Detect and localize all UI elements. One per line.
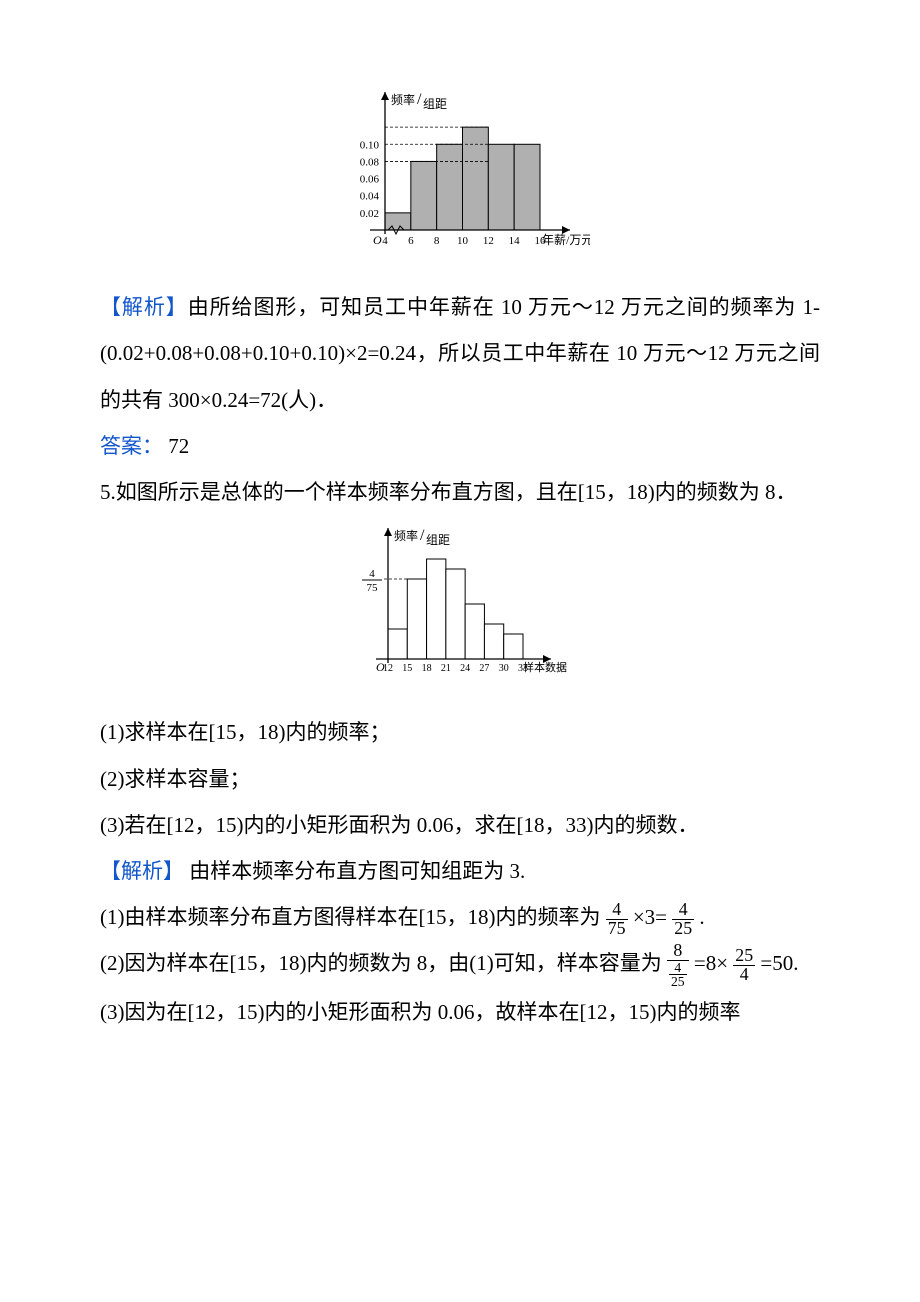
fraction-4-25: 425 bbox=[672, 901, 694, 938]
svg-text:O: O bbox=[373, 233, 382, 247]
svg-text:年薪/万元: 年薪/万元 bbox=[542, 233, 590, 247]
svg-text:6: 6 bbox=[408, 235, 414, 247]
svg-text:18: 18 bbox=[422, 663, 432, 674]
sub-question-1: (1)求样本在[15，18)内的频率； bbox=[100, 709, 820, 755]
svg-text:0.02: 0.02 bbox=[360, 208, 379, 220]
svg-text:14: 14 bbox=[509, 235, 521, 247]
sol2-text-b: =8× bbox=[694, 951, 728, 975]
solution-intro-text: 由样本频率分布直方图可知组距为 3. bbox=[189, 859, 525, 883]
histogram-2: 1215182124273033475O频率/组距样本数据 bbox=[340, 515, 580, 685]
sol2-text-c: =50. bbox=[760, 951, 798, 975]
svg-text:/: / bbox=[417, 91, 422, 108]
fraction-25-4: 254 bbox=[733, 947, 755, 984]
svg-text:21: 21 bbox=[441, 663, 451, 674]
solution-intro: 【解析】 由样本频率分布直方图可知组距为 3. bbox=[100, 848, 820, 894]
svg-text:O: O bbox=[376, 660, 385, 674]
analysis-1: 【解析】由所给图形，可知员工中年薪在 10 万元～12 万元之间的频率为 1-(… bbox=[100, 284, 820, 423]
fraction-4-75: 475 bbox=[606, 901, 628, 938]
svg-text:频率: 频率 bbox=[394, 528, 418, 543]
svg-text:27: 27 bbox=[479, 663, 489, 674]
svg-text:0.08: 0.08 bbox=[360, 156, 380, 168]
svg-text:75: 75 bbox=[367, 582, 379, 594]
solution-part-3: (3)因为在[12，15)内的小矩形面积为 0.06，故样本在[12，15)内的… bbox=[100, 989, 820, 1035]
sub-question-3: (3)若在[12，15)内的小矩形面积为 0.06，求在[18，33)内的频数． bbox=[100, 802, 820, 848]
svg-text:组距: 组距 bbox=[426, 533, 450, 547]
svg-text:4: 4 bbox=[369, 568, 375, 580]
solution-part-2: (2)因为样本在[15，18)内的频数为 8，由(1)可知，样本容量为 8 42… bbox=[100, 940, 820, 989]
answer-line: 答案： 72 bbox=[100, 423, 820, 469]
svg-text:4: 4 bbox=[382, 235, 388, 247]
svg-text:0.04: 0.04 bbox=[360, 191, 380, 203]
svg-text:10: 10 bbox=[457, 235, 469, 247]
solution-part-1: (1)由样本频率分布直方图得样本在[15，18)内的频率为 475 ×3= 42… bbox=[100, 894, 820, 940]
svg-text:0.06: 0.06 bbox=[360, 174, 380, 186]
sub-question-2: (2)求样本容量； bbox=[100, 756, 820, 802]
analysis-text-1: 由所给图形，可知员工中年薪在 10 万元～12 万元之间的频率为 1-(0.02… bbox=[100, 295, 820, 411]
analysis-label-1: 【解析】 bbox=[100, 295, 188, 319]
sol1-text-a: (1)由样本频率分布直方图得样本在[15，18)内的频率为 bbox=[100, 905, 600, 929]
question-5-stem: 5.如图所示是总体的一个样本频率分布直方图，且在[15，18)内的频数为 8． bbox=[100, 469, 820, 515]
answer-value: 72 bbox=[168, 434, 189, 458]
sol1-text-b: ×3= bbox=[633, 905, 667, 929]
svg-text:12: 12 bbox=[483, 235, 494, 247]
answer-label: 答案： bbox=[100, 434, 163, 458]
histogram-1: 0.020.040.060.080.1046810121416O频率/组距年薪/… bbox=[330, 80, 590, 260]
figure-1: 0.020.040.060.080.1046810121416O频率/组距年薪/… bbox=[100, 80, 820, 276]
solution-label: 【解析】 bbox=[100, 859, 184, 883]
svg-text:样本数据: 样本数据 bbox=[523, 660, 567, 674]
svg-text:15: 15 bbox=[402, 663, 412, 674]
svg-text:0.10: 0.10 bbox=[360, 139, 380, 151]
svg-text:组距: 组距 bbox=[423, 97, 447, 111]
svg-text:频率: 频率 bbox=[391, 92, 415, 107]
figure-2: 1215182124273033475O频率/组距样本数据 bbox=[100, 515, 820, 701]
svg-text:/: / bbox=[420, 527, 425, 544]
sol2-text-a: (2)因为样本在[15，18)内的频数为 8，由(1)可知，样本容量为 bbox=[100, 951, 662, 975]
fraction-nested: 8 425 bbox=[667, 942, 689, 989]
sol1-text-c: . bbox=[699, 905, 704, 929]
svg-text:24: 24 bbox=[460, 663, 470, 674]
svg-text:8: 8 bbox=[434, 235, 440, 247]
svg-text:30: 30 bbox=[499, 663, 509, 674]
